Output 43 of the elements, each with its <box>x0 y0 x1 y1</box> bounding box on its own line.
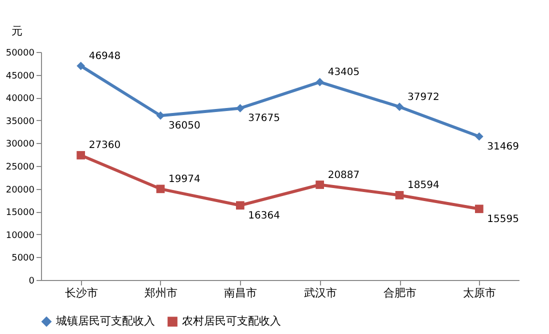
data-label: 36050 <box>168 120 200 132</box>
y-tick-label: 30000 <box>6 140 35 150</box>
point <box>474 132 484 141</box>
data-label: 37972 <box>408 92 440 103</box>
data-label: 20887 <box>328 170 360 181</box>
point <box>236 201 244 210</box>
data-label: 18594 <box>408 180 440 192</box>
point <box>474 204 484 214</box>
data-label: 19974 <box>168 174 200 185</box>
point <box>76 151 86 160</box>
data-label: 43405 <box>328 67 360 78</box>
data-label: 15595 <box>487 214 519 225</box>
point <box>76 62 86 70</box>
y-tick-label: 50000 <box>6 48 35 58</box>
y-tick-label: 35000 <box>6 116 35 127</box>
legend-label: 农村居民可支配收入 <box>182 314 281 328</box>
x-tick-label: 郑州市 <box>144 286 178 300</box>
y-tick-label: 15000 <box>6 208 35 218</box>
y-axis-title: 元 <box>12 24 22 38</box>
y-tick-label: 0 <box>28 276 35 286</box>
data-label: 31469 <box>487 142 519 152</box>
data-label: 27360 <box>88 140 121 152</box>
data-label: 16364 <box>248 210 280 222</box>
y-tick-label: 25000 <box>6 162 35 172</box>
x-tick-label: 太原市 <box>463 286 496 300</box>
point <box>156 111 165 120</box>
y-tick-label: 10000 <box>6 230 35 241</box>
point <box>316 180 324 189</box>
point <box>395 191 404 200</box>
point <box>316 78 324 86</box>
data-label: 37675 <box>248 113 280 124</box>
y-tick-label: 45000 <box>6 71 35 82</box>
y-tick-label: 20000 <box>6 185 35 196</box>
x-tick-label: 长沙市 <box>64 286 98 300</box>
point <box>395 102 404 112</box>
y-tick-label: 40000 <box>6 94 35 104</box>
data-label: 46948 <box>88 50 121 62</box>
point <box>156 184 165 194</box>
y-tick-label: 5000 <box>12 254 35 264</box>
x-tick-label: 合肥市 <box>384 286 416 300</box>
x-tick-label: 南昌市 <box>224 286 258 300</box>
x-tick-label: 武汉市 <box>304 286 337 300</box>
legend-label: 城镇居民可支配收入 <box>55 314 155 328</box>
